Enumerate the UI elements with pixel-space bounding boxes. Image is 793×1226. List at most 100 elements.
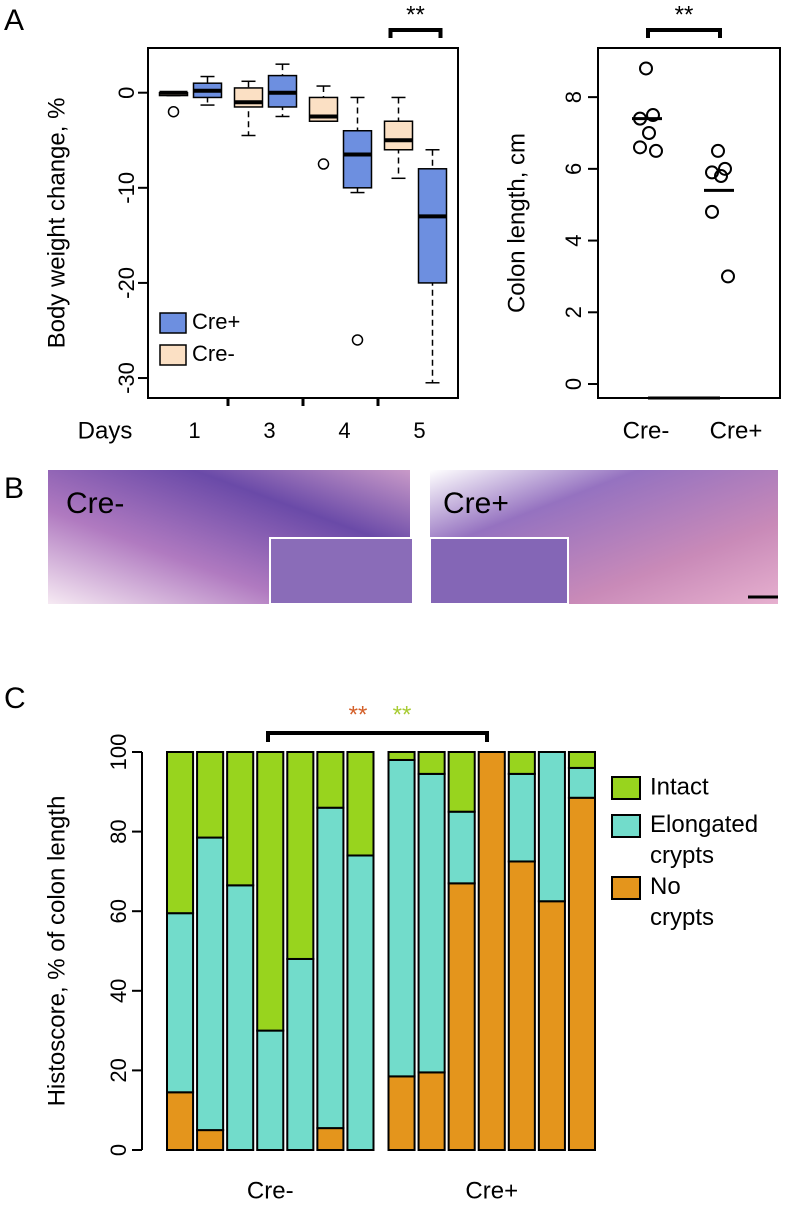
bar-segment <box>196 1129 225 1151</box>
point <box>646 108 660 123</box>
point <box>705 204 719 219</box>
legend-label: Cre+ <box>192 309 240 334</box>
bar-segment <box>226 884 255 1152</box>
x-tick-label: 1 <box>188 418 200 443</box>
bar-segment <box>507 860 536 1151</box>
significance-bracket <box>646 28 722 38</box>
significance: ** <box>349 701 368 728</box>
significance-bracket <box>388 28 443 38</box>
legend-label: Cre- <box>192 341 235 366</box>
outlier <box>351 334 364 346</box>
x-tick-label: 3 <box>263 418 275 443</box>
bar-segment <box>567 796 597 1152</box>
y-tick-label: -10 <box>114 172 139 204</box>
bar-segment <box>567 766 597 799</box>
x-tick-label: Cre+ <box>710 417 763 444</box>
box <box>383 120 414 151</box>
point <box>718 161 732 176</box>
significance: ** <box>393 701 412 728</box>
legend-swatch <box>159 312 187 334</box>
legend-label: Intact <box>650 773 709 800</box>
significance: ** <box>675 1 694 28</box>
inset-image <box>429 537 569 605</box>
y-tick-label: 0 <box>106 1144 131 1156</box>
bar-segment <box>166 912 195 1094</box>
bar-segment <box>447 751 476 813</box>
y-tick-label: 100 <box>106 734 131 771</box>
bar-segment <box>567 751 597 769</box>
legend-swatch <box>159 344 187 366</box>
y-tick-label: 0 <box>114 87 139 99</box>
bar-segment <box>537 751 566 903</box>
bar-segment <box>256 1029 285 1151</box>
bar-segment <box>226 751 255 887</box>
bar-segment <box>507 772 536 863</box>
bar-segment <box>507 751 536 775</box>
bar-segment <box>166 1091 195 1152</box>
bar-segment <box>447 810 476 885</box>
y-tick-label: 80 <box>106 819 131 843</box>
plot-frame <box>597 47 781 399</box>
bar-segment <box>537 900 566 1151</box>
bar-segment <box>256 751 285 1032</box>
y-tick-label: 4 <box>561 234 586 246</box>
bar-segment <box>196 751 225 839</box>
x-tick-label: 5 <box>413 418 425 443</box>
group-label: Cre+ <box>465 1177 518 1204</box>
y-axis-label: Colon length, cm <box>503 133 530 313</box>
y-tick-label: -30 <box>114 362 139 394</box>
bar-segment <box>316 806 345 1130</box>
bar-segment <box>387 751 416 761</box>
y-tick-label: 20 <box>106 1058 131 1082</box>
y-tick-label: 40 <box>106 979 131 1003</box>
x-tick-label: Cre- <box>623 417 670 444</box>
outlier <box>317 158 330 170</box>
image-label: Cre+ <box>443 487 509 520</box>
y-tick-label: 2 <box>561 306 586 318</box>
y-axis-label: Body weight change, % <box>43 98 70 349</box>
bar-segment <box>316 1127 345 1151</box>
y-tick-label: 8 <box>561 91 586 103</box>
panel-label: A <box>4 4 24 37</box>
bar-segment <box>417 1071 446 1152</box>
point <box>633 140 647 155</box>
y-tick-label: 0 <box>561 378 586 390</box>
point <box>711 143 725 158</box>
bar-segment <box>387 758 416 1078</box>
panel-label: B <box>4 472 24 505</box>
y-tick-label: 60 <box>106 899 131 923</box>
bar-segment <box>387 1075 416 1151</box>
point <box>642 125 656 140</box>
inset-image <box>269 537 414 605</box>
bar-segment <box>417 751 446 775</box>
bar-segment <box>417 772 446 1074</box>
box <box>417 168 448 284</box>
legend-swatch <box>611 814 641 838</box>
bar-segment <box>346 854 375 1151</box>
box <box>342 129 373 189</box>
bar-segment <box>166 751 195 915</box>
group-label: Cre- <box>247 1177 294 1204</box>
y-axis-label: Histoscore, % of colon length <box>43 796 70 1107</box>
y-tick-label: -20 <box>114 267 139 299</box>
x-tick-label: 4 <box>338 418 350 443</box>
bar-segment <box>286 751 315 960</box>
point <box>714 169 728 184</box>
legend-label: No crypts <box>650 873 714 931</box>
point <box>705 165 719 180</box>
significance: ** <box>406 1 425 28</box>
bar-segment <box>196 836 225 1132</box>
panel-label: C <box>4 682 26 715</box>
significance-bracket <box>266 731 489 742</box>
bar-segment <box>346 751 375 857</box>
point <box>639 61 653 76</box>
image-label: Cre- <box>66 487 124 520</box>
y-tick-label: 6 <box>561 163 586 175</box>
bar-segment <box>447 882 476 1152</box>
point <box>649 143 663 158</box>
bar-segment <box>316 751 345 809</box>
legend-swatch <box>611 876 641 900</box>
bar-segment <box>286 957 315 1152</box>
bar-segment <box>477 751 506 1151</box>
